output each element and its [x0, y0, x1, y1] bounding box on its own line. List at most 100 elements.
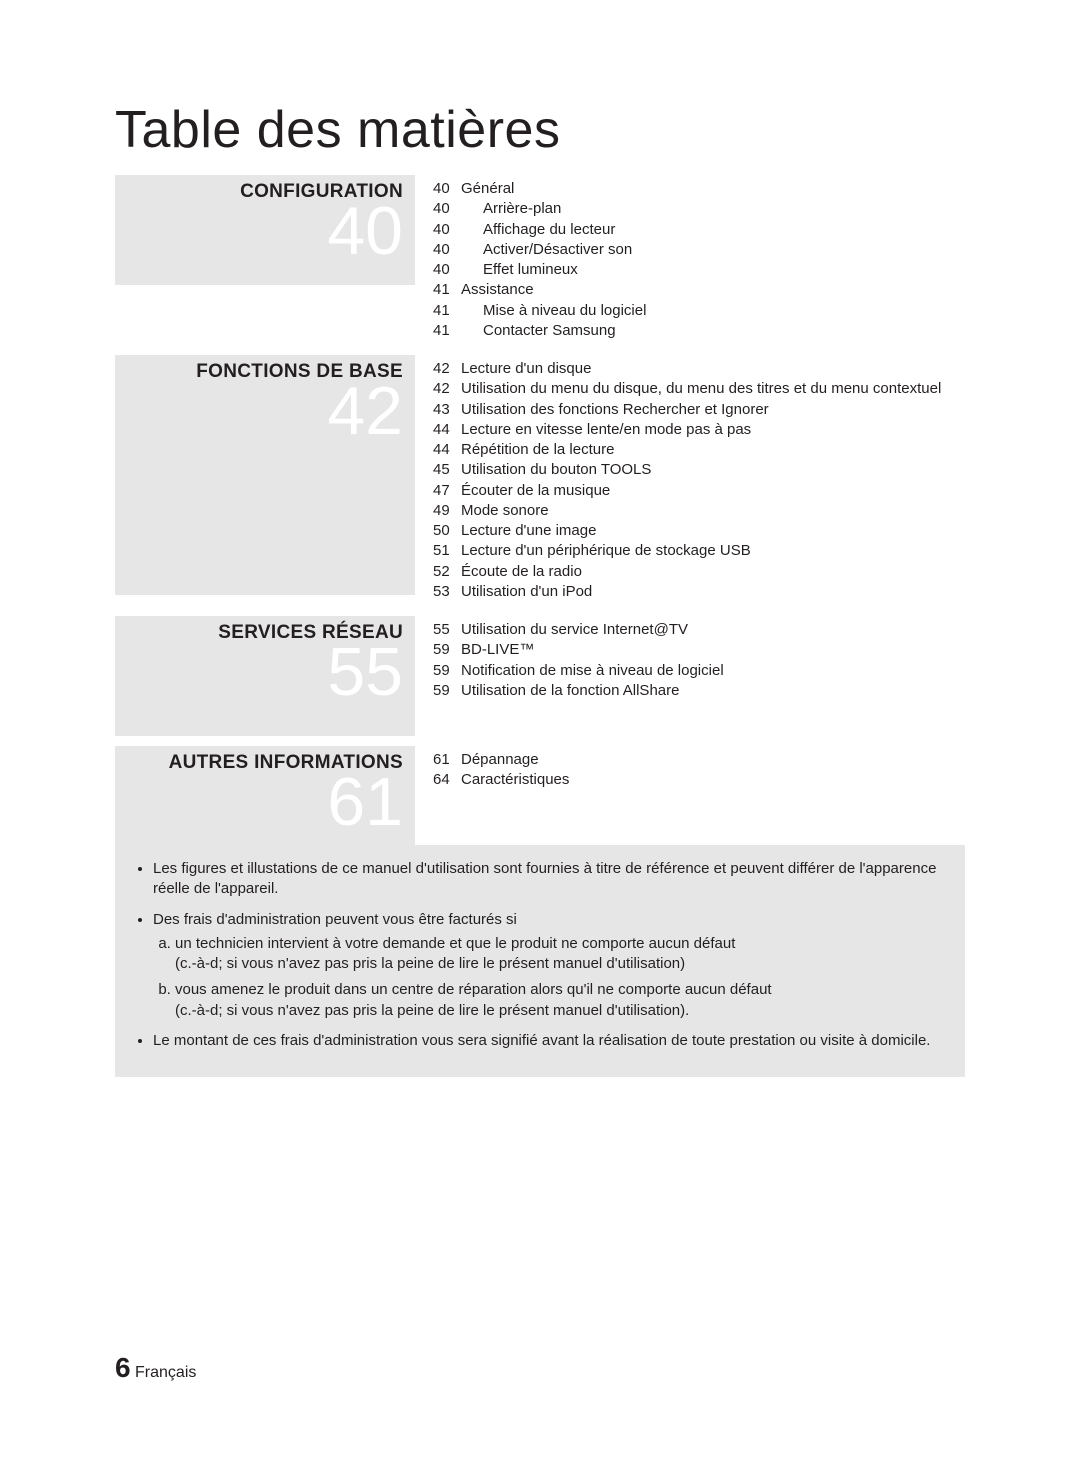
footer-language: Français	[135, 1364, 196, 1381]
entry-text: Mise à niveau du logiciel	[461, 301, 965, 321]
entry-text: Contacter Samsung	[461, 321, 965, 341]
toc-entry: 41Assistance	[433, 280, 965, 300]
entry-page: 40	[433, 199, 461, 219]
toc-section: CONFIGURATION4040Général40Arrière-plan40…	[115, 175, 965, 345]
toc-entry: 42Lecture d'un disque	[433, 359, 965, 379]
entry-text: Utilisation du service Internet@TV	[461, 620, 965, 640]
entry-text: Général	[461, 179, 965, 199]
toc-entry: 52Écoute de la radio	[433, 562, 965, 582]
entry-text: Caractéristiques	[461, 770, 965, 790]
entry-text: Lecture d'une image	[461, 521, 965, 541]
toc-entry: 59BD-LIVE™	[433, 640, 965, 660]
toc-section: FONCTIONS DE BASE4242Lecture d'un disque…	[115, 355, 965, 606]
toc-entry: 44Répétition de la lecture	[433, 440, 965, 460]
toc-entry: 61Dépannage	[433, 750, 965, 770]
note-item: Des frais d'administration peuvent vous …	[153, 910, 949, 1021]
section-left-panel: CONFIGURATION40	[115, 175, 415, 285]
toc-entry: 59Utilisation de la fonction AllShare	[433, 681, 965, 701]
entry-page: 40	[433, 179, 461, 199]
entry-page: 59	[433, 661, 461, 681]
toc-entry: 53Utilisation d'un iPod	[433, 582, 965, 602]
entry-text: Activer/Désactiver son	[461, 240, 965, 260]
entry-text: Utilisation des fonctions Rechercher et …	[461, 400, 965, 420]
section-number: 40	[127, 197, 403, 265]
note-paren: (c.-à-d; si vous n'avez pas pris la pein…	[175, 954, 949, 974]
toc-entry: 45Utilisation du bouton TOOLS	[433, 460, 965, 480]
entry-page: 45	[433, 460, 461, 480]
toc-entry: 55Utilisation du service Internet@TV	[433, 620, 965, 640]
section-entries: 55Utilisation du service Internet@TV59BD…	[415, 616, 965, 705]
toc-entry: 51Lecture d'un périphérique de stockage …	[433, 541, 965, 561]
toc-entry: 44Lecture en vitesse lente/en mode pas à…	[433, 420, 965, 440]
toc-entry: 40Arrière-plan	[433, 199, 965, 219]
toc-entry: 40Effet lumineux	[433, 260, 965, 280]
entry-page: 40	[433, 220, 461, 240]
section-entries: 61Dépannage64Caractéristiques	[415, 746, 965, 795]
entry-text: Dépannage	[461, 750, 965, 770]
entry-page: 44	[433, 420, 461, 440]
toc-entry: 40Général	[433, 179, 965, 199]
entry-text: Effet lumineux	[461, 260, 965, 280]
entry-text: Utilisation de la fonction AllShare	[461, 681, 965, 701]
section-left-panel: FONCTIONS DE BASE42	[115, 355, 415, 595]
page-footer: 6 Français	[115, 1352, 196, 1384]
entry-page: 59	[433, 640, 461, 660]
page-title: Table des matières	[115, 100, 560, 160]
toc-entry: 49Mode sonore	[433, 501, 965, 521]
entry-page: 42	[433, 359, 461, 379]
toc-entry: 59Notification de mise à niveau de logic…	[433, 661, 965, 681]
toc-entry: 41Mise à niveau du logiciel	[433, 301, 965, 321]
entry-page: 50	[433, 521, 461, 541]
section-left-panel: SERVICES RÉSEAU55	[115, 616, 415, 736]
entry-page: 41	[433, 321, 461, 341]
entry-text: Répétition de la lecture	[461, 440, 965, 460]
note-subtext: vous amenez le produit dans un centre de…	[175, 981, 772, 998]
note-item: Le montant de ces frais d'administration…	[153, 1031, 949, 1051]
entry-page: 49	[433, 501, 461, 521]
entry-text: Écoute de la radio	[461, 562, 965, 582]
note-paren: (c.-à-d; si vous n'avez pas pris la pein…	[175, 1001, 949, 1021]
note-subitem: vous amenez le produit dans un centre de…	[175, 980, 949, 1021]
entry-text: Affichage du lecteur	[461, 220, 965, 240]
entry-page: 51	[433, 541, 461, 561]
entry-text: Utilisation du bouton TOOLS	[461, 460, 965, 480]
note-text: Le montant de ces frais d'administration…	[153, 1032, 930, 1049]
entry-text: Écouter de la musique	[461, 481, 965, 501]
note-text: Des frais d'administration peuvent vous …	[153, 911, 517, 928]
entry-text: Arrière-plan	[461, 199, 965, 219]
entry-text: Mode sonore	[461, 501, 965, 521]
toc-entry: 42Utilisation du menu du disque, du menu…	[433, 379, 965, 399]
toc-entry: 50Lecture d'une image	[433, 521, 965, 541]
entry-page: 53	[433, 582, 461, 602]
entry-page: 43	[433, 400, 461, 420]
entry-page: 42	[433, 379, 461, 399]
notes-box: Les figures et illustations de ce manuel…	[115, 845, 965, 1077]
section-number: 55	[127, 638, 403, 706]
note-subitem: un technicien intervient à votre demande…	[175, 934, 949, 975]
entry-text: Notification de mise à niveau de logicie…	[461, 661, 965, 681]
entry-page: 40	[433, 240, 461, 260]
toc-entry: 40Activer/Désactiver son	[433, 240, 965, 260]
toc-section: AUTRES INFORMATIONS6161Dépannage64Caract…	[115, 746, 965, 856]
entry-text: Assistance	[461, 280, 965, 300]
toc-section: SERVICES RÉSEAU5555Utilisation du servic…	[115, 616, 965, 736]
entry-page: 64	[433, 770, 461, 790]
entry-text: Utilisation d'un iPod	[461, 582, 965, 602]
entry-text: Lecture d'un périphérique de stockage US…	[461, 541, 965, 561]
entry-page: 44	[433, 440, 461, 460]
section-left-panel: AUTRES INFORMATIONS61	[115, 746, 415, 856]
entry-page: 52	[433, 562, 461, 582]
note-subtext: un technicien intervient à votre demande…	[175, 935, 735, 952]
toc-entry: 41Contacter Samsung	[433, 321, 965, 341]
entry-page: 41	[433, 280, 461, 300]
entry-text: Utilisation du menu du disque, du menu d…	[461, 379, 965, 399]
section-number: 61	[127, 768, 403, 836]
toc-entry: 43Utilisation des fonctions Rechercher e…	[433, 400, 965, 420]
section-entries: 42Lecture d'un disque42Utilisation du me…	[415, 355, 965, 606]
page-number: 6	[115, 1352, 131, 1383]
toc-entry: 47Écouter de la musique	[433, 481, 965, 501]
entry-page: 41	[433, 301, 461, 321]
toc-entry: 40Affichage du lecteur	[433, 220, 965, 240]
section-entries: 40Général40Arrière-plan40Affichage du le…	[415, 175, 965, 345]
entry-page: 55	[433, 620, 461, 640]
